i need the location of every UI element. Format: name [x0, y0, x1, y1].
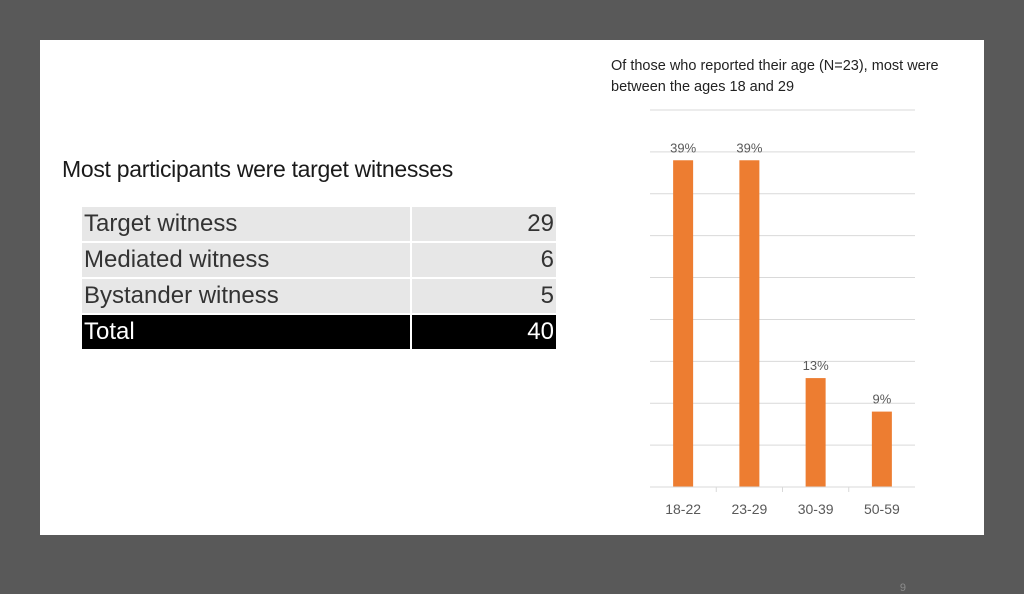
table-row: Bystander witness 5: [82, 279, 556, 313]
row-label: Target witness: [82, 207, 412, 241]
table-row: Mediated witness 6: [82, 243, 556, 277]
table-total-row: Total 40: [82, 315, 556, 349]
bar: [739, 160, 760, 487]
bar: [673, 160, 694, 487]
total-value: 40: [412, 315, 556, 349]
slide: Most participants were target witnesses …: [40, 40, 984, 594]
bar: [871, 411, 892, 487]
table-row: Target witness 29: [82, 207, 556, 241]
witness-table: Target witness 29 Mediated witness 6 Bys…: [82, 205, 556, 351]
data-label: 9%: [872, 392, 891, 407]
row-label: Mediated witness: [82, 243, 412, 277]
chart-title: Of those who reported their age (N=23), …: [611, 58, 939, 95]
x-tick-label: 18-22: [665, 501, 701, 517]
x-tick-label: 50-59: [864, 501, 900, 517]
row-value: 5: [412, 279, 556, 313]
row-value: 29: [412, 207, 556, 241]
slide-heading: Most participants were target witnesses: [62, 156, 453, 182]
x-tick-label: 23-29: [731, 501, 767, 517]
age-bar-chart: 39% 18-22 39% 23-29 13% 30-39 9% 50-59: [650, 109, 915, 517]
page-number: 9: [899, 582, 906, 594]
row-label: Bystander witness: [82, 279, 412, 313]
row-value: 6: [412, 243, 556, 277]
x-tick-label: 30-39: [798, 501, 834, 517]
total-label: Total: [82, 315, 412, 349]
bar: [805, 378, 826, 487]
data-label: 39%: [670, 140, 696, 155]
data-label: 13%: [803, 358, 829, 373]
data-label: 39%: [736, 140, 762, 155]
